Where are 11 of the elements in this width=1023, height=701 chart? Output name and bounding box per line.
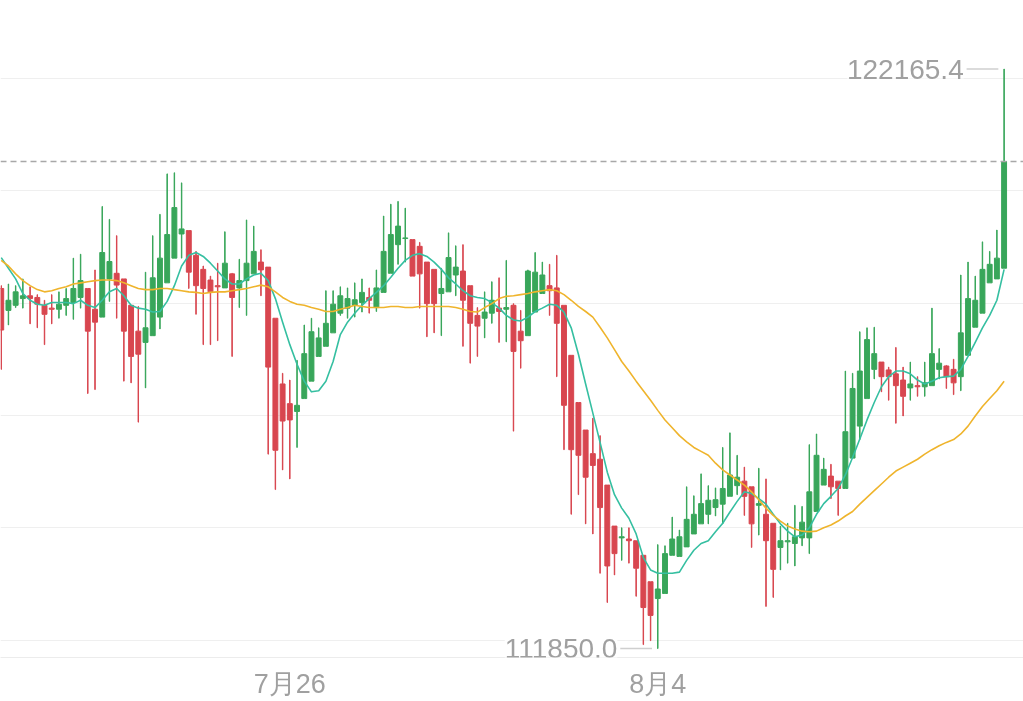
candlestick: [618, 527, 625, 561]
annotation: 122165.4: [846, 53, 964, 85]
candlestick: [294, 359, 300, 448]
annotation: 111850.0: [504, 633, 618, 665]
x-tick-label: 8月4: [629, 668, 687, 699]
candlestick: [755, 467, 762, 536]
candlestick: [221, 231, 228, 289]
candlestick: [503, 259, 510, 343]
candlestick: [236, 258, 243, 309]
x-tick-label: 7月26: [253, 668, 326, 699]
candlestick: [907, 361, 914, 401]
